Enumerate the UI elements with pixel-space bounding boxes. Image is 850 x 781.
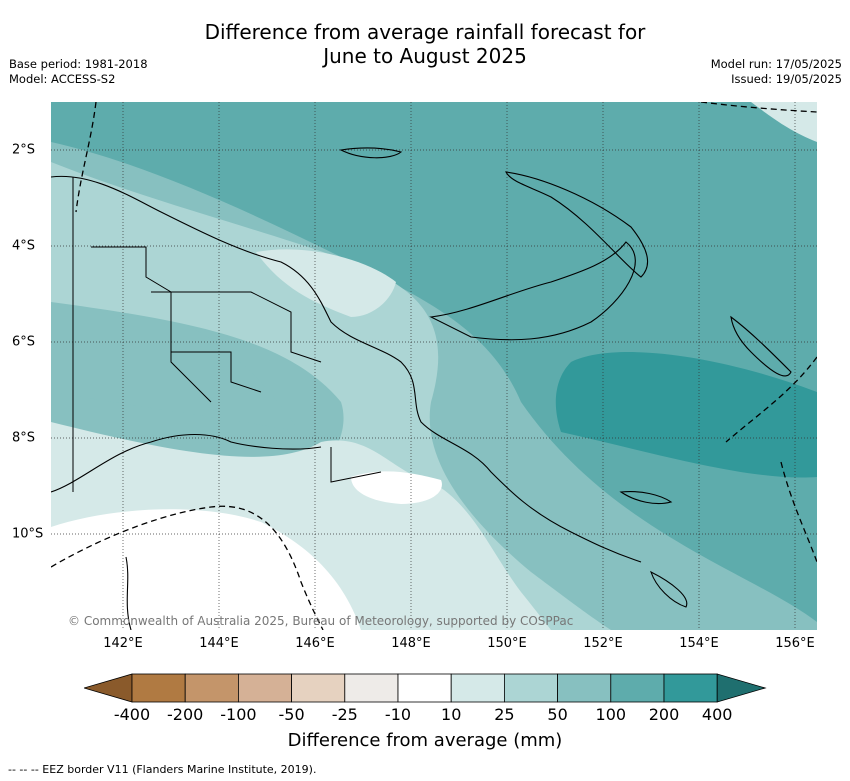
colorbar-title: Difference from average (mm) [287,730,563,751]
colorbar-segment [237,673,292,703]
y-tick-6s: 6°S [12,334,36,350]
colorbar-segment [344,673,399,703]
cape-york [125,556,132,630]
south-coast [51,433,322,493]
colorbar-segment [503,673,558,703]
title-line-1: Difference from average rainfall forecas… [204,20,646,44]
colorbar-graphic [82,673,767,703]
model-run: Model run: 17/05/2025 [710,57,842,71]
colorbar-segment [291,673,346,703]
bougainville [730,315,792,377]
shade-neutral-south [51,509,361,630]
x-tick-150: 150°E [487,636,527,651]
colorbar-tick-label: -25 [331,705,358,724]
shade-10-25-highlands [256,249,396,317]
mainland-coast [51,175,642,563]
woodlark [619,491,673,505]
x-tick-142: 142°E [103,636,143,651]
shade-50-100-west [51,282,301,432]
y-tick-2s: 2°S [12,142,36,158]
coastlines [51,147,792,630]
colorbar-tick-label: 200 [648,705,680,724]
colorbar-extend-high [716,673,767,703]
colorbar-segment [610,673,665,703]
shade-ne-corner [751,102,817,142]
title-line-2: June to August 2025 [323,44,527,68]
colorbar-tick-label: 25 [494,705,515,724]
colorbar-tick-label: -200 [167,705,204,724]
colorbar-extend-low [82,673,133,703]
forecast-map [51,102,817,630]
colorbar-tick-label: -100 [220,705,257,724]
new-ireland [505,171,649,278]
shade-neutral-central [351,471,442,504]
colorbar-tick-label: -400 [113,705,151,724]
colorbar-segment [663,673,718,703]
colorbar-tick-label: 50 [547,705,568,724]
colorbar-tick-label: 100 [595,705,627,724]
colorbar-tick-label: 400 [701,705,733,724]
colorbar-tick-label: -10 [384,705,412,724]
shade-200-400 [555,352,817,478]
issued-date: Issued: 19/05/2025 [731,72,842,86]
map-title: Difference from average rainfall forecas… [0,20,850,68]
colorbar-segment [184,673,239,703]
x-tick-152: 152°E [583,636,623,651]
eez-legend-note: -- -- -- EEZ border V11 (Flanders Marine… [8,763,317,776]
manus-island [339,147,403,159]
colorbar-segment [450,673,505,703]
meta-right: Model run: 17/05/2025 Issued: 19/05/2025 [711,57,842,87]
colorbar-tick-label: -50 [278,705,305,724]
colorbar-segment [397,673,452,703]
y-tick-8s: 8°S [12,430,36,446]
colorbar-segment [131,673,186,703]
model-name: Model: ACCESS-S2 [9,72,116,86]
colorbar [82,673,768,703]
map-gridlines [51,102,817,630]
eez-border [51,102,817,630]
y-tick-4s: 4°S [12,238,36,254]
x-tick-154: 154°E [679,636,719,651]
map-panel [51,102,817,630]
colorbar-tick-label: 10 [441,705,462,724]
x-tick-146: 146°E [295,636,335,651]
new-britain [429,241,636,341]
meta-left: Base period: 1981-2018 Model: ACCESS-S2 [9,57,148,87]
base-period: Base period: 1981-2018 [9,57,148,71]
rossel [650,570,688,608]
copyright-notice: © Commonwealth of Australia 2025, Bureau… [68,614,574,628]
x-tick-148: 148°E [391,636,431,651]
admin-borders [72,177,382,492]
x-tick-144: 144°E [199,636,239,651]
colorbar-segment [557,673,612,703]
x-tick-156: 156°E [775,636,815,651]
y-tick-10s: 10°S [12,526,44,542]
